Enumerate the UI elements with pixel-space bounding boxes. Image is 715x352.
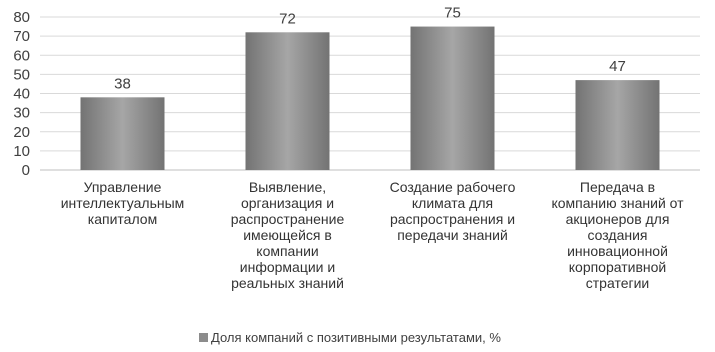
bars (80, 26, 660, 170)
y-tick-label: 50 (13, 66, 30, 83)
y-tick-label: 0 (22, 162, 30, 179)
category-label-line: имеющейся в (243, 227, 332, 243)
bar (575, 80, 660, 170)
category-label: Передача в компанию знаний от акционеров д… (551, 179, 684, 291)
category-label-line: организация и (241, 195, 334, 211)
category-label: Управление интеллектуальным капиталом (61, 179, 185, 227)
category-label-line: распространение (231, 211, 345, 227)
category-label-line: создания (588, 227, 648, 243)
data-label: 38 (114, 75, 131, 92)
category-label-line: Выявление, (249, 179, 326, 195)
category-label: Выявление, организация и распространение им… (231, 179, 345, 291)
category-label-line: климата для (412, 195, 493, 211)
y-axis-tick-labels: 0 10 20 30 40 50 60 70 80 (13, 9, 30, 179)
category-label-line: передачи знаний (397, 227, 508, 243)
category-label-line: стратегии (586, 275, 649, 291)
y-tick-label: 80 (13, 9, 30, 26)
data-label: 72 (279, 10, 296, 27)
y-tick-label: 70 (13, 28, 30, 45)
category-label-line: корпоративной (569, 259, 667, 275)
category-label-line: акционеров для (566, 211, 670, 227)
bar (410, 26, 495, 170)
legend-marker (199, 333, 208, 342)
legend: Доля компаний с позитивными результатами… (199, 330, 501, 345)
category-label-line: интеллектуальным (61, 195, 185, 211)
y-tick-label: 60 (13, 47, 30, 64)
data-label: 75 (444, 5, 461, 22)
category-label: Создание рабочего климата для распростране… (390, 179, 516, 243)
category-label-line: Создание рабочего (390, 179, 516, 195)
y-tick-label: 20 (13, 124, 30, 141)
category-label-line: Управление (84, 179, 162, 195)
data-labels: 38 72 75 47 (114, 5, 626, 93)
bar (245, 32, 330, 170)
category-label-line: реальных знаний (231, 275, 344, 291)
category-label-line: инновационной (567, 243, 668, 259)
y-tick-label: 30 (13, 105, 30, 122)
category-label-line: распространения и (390, 211, 515, 227)
category-label-line: компанию знаний от (551, 195, 684, 211)
category-label-line: компании (256, 243, 318, 259)
category-label-line: информации и (240, 259, 335, 275)
y-tick-label: 10 (13, 143, 30, 160)
legend-label: Доля компаний с позитивными результатами… (211, 330, 501, 345)
category-labels: Управление интеллектуальным капиталом Выявл… (61, 179, 684, 291)
category-label-line: капиталом (88, 211, 157, 227)
y-tick-label: 40 (13, 86, 30, 103)
category-label-line: Передача в (580, 179, 655, 195)
data-label: 47 (609, 58, 626, 75)
bar (80, 97, 165, 170)
